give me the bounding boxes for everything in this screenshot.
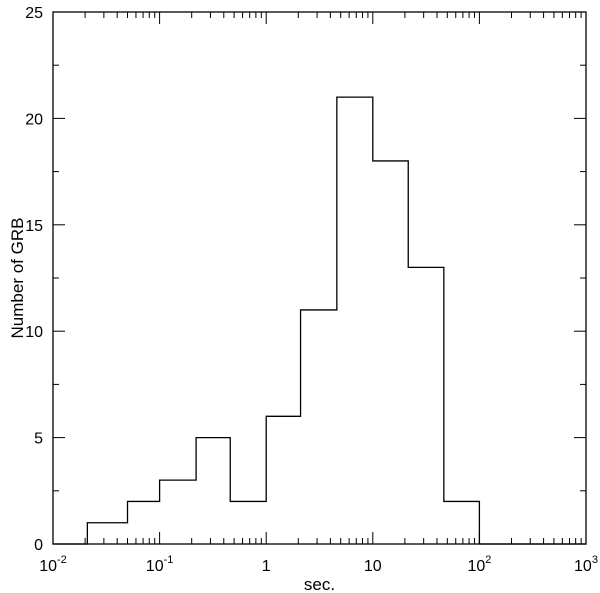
x-tick-label: 10: [364, 558, 382, 575]
x-tick-label: 1: [262, 558, 271, 575]
histogram-step-line: [53, 96, 586, 545]
x-tick-label: 102: [467, 554, 491, 575]
y-tick-label: 0: [34, 537, 43, 554]
y-tick-label: 5: [34, 431, 43, 448]
x-tick-label: 10-2: [39, 554, 67, 575]
x-tick-labels: 10-2 10-1 1 10 102 103: [39, 554, 598, 575]
y-tick-labels: 0 5 10 15 20 25: [25, 5, 43, 554]
y-tick-label: 25: [25, 5, 43, 22]
x-tick-label: 103: [574, 554, 598, 575]
x-axis-label: sec.: [304, 575, 335, 593]
axis-ticks: [52, 11, 586, 545]
y-tick-label: 10: [25, 324, 43, 341]
x-tick-label: 10-1: [146, 554, 174, 575]
y-axis-label: Number of GRB: [8, 218, 27, 339]
y-tick-label: 15: [25, 218, 43, 235]
y-tick-label: 20: [25, 111, 43, 128]
plot-frame: [52, 11, 587, 545]
